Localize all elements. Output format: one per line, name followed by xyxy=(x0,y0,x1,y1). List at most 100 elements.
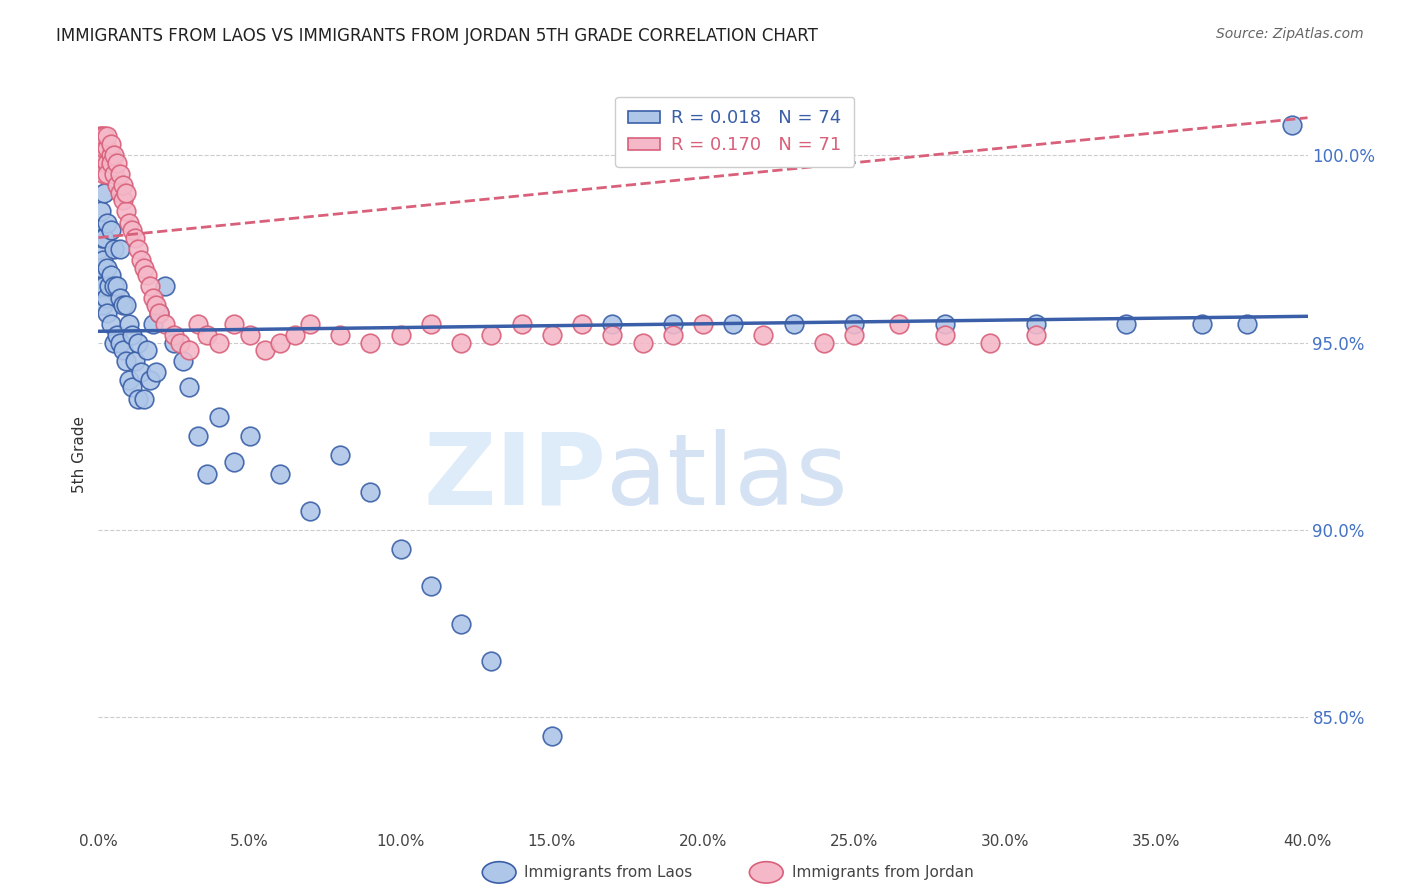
Point xyxy=(93,186,115,200)
Point xyxy=(1281,118,1303,132)
Point xyxy=(135,268,157,282)
Point xyxy=(100,148,122,162)
Point xyxy=(100,136,122,151)
Point xyxy=(96,129,118,144)
Point xyxy=(91,253,114,268)
Point xyxy=(450,616,472,631)
Point xyxy=(90,155,112,169)
Point xyxy=(90,204,112,219)
Point xyxy=(89,242,111,256)
Point xyxy=(108,291,131,305)
Point xyxy=(89,129,111,144)
Point xyxy=(90,260,112,275)
Point xyxy=(108,186,131,200)
Point xyxy=(127,242,149,256)
Point xyxy=(142,317,165,331)
Point xyxy=(90,279,112,293)
Point xyxy=(844,317,866,331)
Point xyxy=(195,328,218,343)
Point xyxy=(481,654,503,668)
Point xyxy=(103,148,125,162)
Point xyxy=(100,268,122,282)
Point xyxy=(1236,317,1258,331)
Point xyxy=(481,328,503,343)
Y-axis label: 5th Grade: 5th Grade xyxy=(72,417,87,493)
Point xyxy=(269,335,291,350)
Point xyxy=(111,298,134,312)
Text: Source: ZipAtlas.com: Source: ZipAtlas.com xyxy=(1216,27,1364,41)
Legend: R = 0.018   N = 74, R = 0.170   N = 71: R = 0.018 N = 74, R = 0.170 N = 71 xyxy=(616,97,855,167)
Point xyxy=(239,429,262,443)
Text: atlas: atlas xyxy=(606,429,848,526)
Point xyxy=(510,317,533,331)
Point xyxy=(100,223,122,237)
Point xyxy=(118,216,141,230)
Point xyxy=(934,317,956,331)
Point xyxy=(98,279,121,293)
Point xyxy=(90,148,112,162)
Point xyxy=(124,354,146,368)
Point xyxy=(360,485,382,500)
Point xyxy=(153,317,176,331)
Point xyxy=(96,260,118,275)
Point xyxy=(224,455,246,469)
Point xyxy=(602,328,624,343)
Point xyxy=(132,260,155,275)
Point xyxy=(783,317,806,331)
Point xyxy=(91,298,114,312)
Point xyxy=(139,373,162,387)
Point xyxy=(114,186,136,200)
Point xyxy=(163,335,186,350)
Point xyxy=(93,230,115,244)
Point xyxy=(239,328,262,343)
Point xyxy=(148,305,170,319)
Point xyxy=(934,328,956,343)
Point xyxy=(127,335,149,350)
Point xyxy=(96,305,118,319)
Point xyxy=(96,167,118,181)
Point xyxy=(96,155,118,169)
Point xyxy=(96,216,118,230)
Text: ZIP: ZIP xyxy=(423,429,606,526)
Point xyxy=(127,392,149,406)
Point xyxy=(89,223,111,237)
Point xyxy=(329,328,352,343)
Point xyxy=(540,729,562,743)
Text: Immigrants from Laos: Immigrants from Laos xyxy=(524,865,693,880)
Point xyxy=(111,343,134,357)
Point xyxy=(179,380,201,394)
Point xyxy=(692,317,714,331)
Point xyxy=(114,204,136,219)
Point xyxy=(93,141,115,155)
Point xyxy=(103,279,125,293)
Point xyxy=(114,298,136,312)
Point xyxy=(100,317,122,331)
Point xyxy=(103,242,125,256)
Point xyxy=(135,343,157,357)
Point xyxy=(108,242,131,256)
Point xyxy=(105,328,128,343)
Point xyxy=(844,328,866,343)
Point xyxy=(118,373,141,387)
Point xyxy=(1024,317,1046,331)
Point xyxy=(269,467,291,481)
Point xyxy=(91,148,114,162)
Point xyxy=(145,366,167,380)
Point xyxy=(105,155,128,169)
Point xyxy=(153,279,176,293)
Point xyxy=(1115,317,1137,331)
Point xyxy=(187,317,209,331)
Point xyxy=(571,317,593,331)
Point xyxy=(93,167,115,181)
Point xyxy=(121,328,143,343)
Point xyxy=(631,335,654,350)
Point xyxy=(124,230,146,244)
Point xyxy=(420,579,443,593)
Point xyxy=(111,193,134,207)
Point xyxy=(299,504,322,518)
Point xyxy=(540,328,562,343)
Point xyxy=(91,230,114,244)
Point xyxy=(90,136,112,151)
Point xyxy=(389,541,412,556)
Point xyxy=(1024,328,1046,343)
